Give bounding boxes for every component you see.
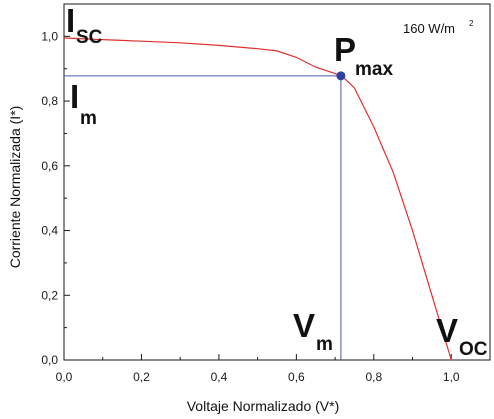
vm-annotation: V m: [293, 307, 333, 355]
isc-main: I: [66, 2, 75, 39]
y-tick-label: 0,2: [41, 288, 58, 302]
x-tick-label: 0,2: [133, 370, 150, 384]
x-tick-label: 0,0: [56, 370, 73, 384]
x-tick-label: 1,0: [443, 370, 460, 384]
y-tick-label: 0,8: [41, 94, 58, 108]
irradiance-annotation: 160 W/m 2: [403, 19, 474, 36]
iv-curve-line: [64, 38, 451, 360]
plot-frame: [64, 4, 490, 360]
x-tick-label: 0,8: [365, 370, 382, 384]
x-tick-label: 0,6: [288, 370, 305, 384]
vm-main: V: [293, 307, 315, 344]
y-tick-label: 1,0: [41, 29, 58, 43]
max-power-point: [336, 71, 345, 80]
im-sub: m: [80, 108, 97, 129]
x-axis-ticks: 0,0 0,2 0,4 0,6 0,8 1,0: [56, 354, 460, 384]
pmax-main: P: [334, 31, 356, 68]
vm-sub: m: [316, 334, 333, 355]
y-axis-ticks: 0,0 0,2 0,4 0,6 0,8 1,0: [41, 29, 70, 367]
y-tick-label: 0,0: [41, 353, 58, 367]
im-main: I: [70, 78, 79, 115]
x-axis-label: Voltaje Normalizado (V*): [187, 398, 340, 414]
voc-annotation: V OC: [436, 312, 488, 360]
isc-sub: SC: [76, 27, 103, 48]
im-annotation: I m: [70, 78, 97, 129]
x-tick-label: 0,4: [211, 370, 228, 384]
isc-annotation: I SC: [66, 2, 103, 48]
pmax-sub: max: [355, 59, 393, 80]
y-axis-label: Corriente Normalizada (I*): [7, 106, 23, 269]
y-tick-label: 0,4: [41, 224, 58, 238]
irradiance-sup: 2: [469, 19, 474, 28]
y-tick-label: 0,6: [41, 159, 58, 173]
voc-main: V: [436, 312, 458, 349]
voc-sub: OC: [459, 339, 488, 360]
irradiance-text: 160 W/m: [403, 21, 455, 36]
